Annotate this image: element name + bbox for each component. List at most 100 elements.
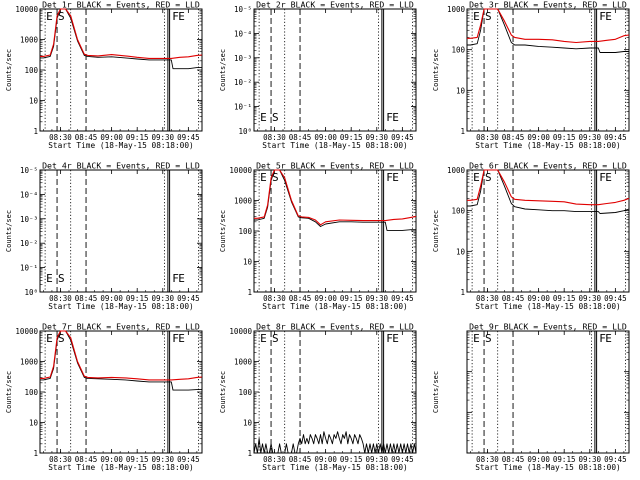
y-tick-label: 10 xyxy=(243,419,253,428)
y-tick-label: 1000 xyxy=(20,358,39,367)
y-tick-label: 1000 xyxy=(20,36,39,45)
chart-panel-6: Det 6r BLACK = Events, RED = LLD 08:30 08:… xyxy=(432,161,630,311)
y-axis-label: Counts/sec xyxy=(5,49,13,91)
x-tick-label: 08:45 xyxy=(75,133,98,142)
x-tick-label: 09:30 xyxy=(151,455,174,464)
y-tick-label: 1000 xyxy=(447,166,466,175)
event-marker-e: E xyxy=(178,272,185,285)
plot-frame xyxy=(39,330,203,454)
y-tick-label: 10⁰ xyxy=(24,288,38,297)
y-tick-label: 10⁻¹ xyxy=(20,264,38,273)
chart-panel-2: Det 2r BLACK = Events, RED = LLD 08:30 08:… xyxy=(219,0,417,150)
y-tick-label: 10⁻⁵ xyxy=(234,5,252,14)
x-axis-label: Start Time (18-May-15 08:18:00) xyxy=(475,141,621,150)
y-tick-label: 10⁻³ xyxy=(20,215,38,224)
plot-frame xyxy=(39,169,203,293)
event-marker-s: S xyxy=(485,332,492,345)
chart-panel-7: Det 7r BLACK = Events, RED = LLD 08:30 08:… xyxy=(5,322,203,472)
x-tick-label: 08:30 xyxy=(476,294,499,303)
y-tick-label: 100 xyxy=(238,388,252,397)
chart-title: Det 4r BLACK = Events, RED = LLD xyxy=(42,161,200,171)
y-axis-label: Counts/sec xyxy=(5,210,13,252)
x-tick-label: 08:45 xyxy=(289,133,312,142)
lld-rate-line xyxy=(40,330,203,381)
event-marker-e: E xyxy=(605,10,612,23)
chart-panel-9: Det 9r BLACK = Events, RED = LLD 08:30 08:… xyxy=(432,322,630,472)
event-marker-e: E xyxy=(178,332,185,345)
event-marker-e: E xyxy=(605,171,612,184)
y-tick-label: 10⁻¹ xyxy=(234,103,252,112)
event-marker-e: E xyxy=(178,10,185,23)
x-tick-label: 08:45 xyxy=(75,455,98,464)
x-tick-label: 08:30 xyxy=(476,455,499,464)
x-axis-label: Start Time (18-May-15 08:18:00) xyxy=(262,463,408,472)
event-marker-e: E xyxy=(392,171,399,184)
chart-panel-8: Det 8r BLACK = Events, RED = LLD 08:30 08:… xyxy=(219,322,417,472)
event-marker-e: E xyxy=(46,10,53,23)
x-tick-label: 08:30 xyxy=(263,294,286,303)
plot-frame xyxy=(39,8,203,132)
event-marker-e: E xyxy=(46,332,53,345)
y-tick-label: 10⁻⁵ xyxy=(20,166,38,175)
y-tick-label: 1 xyxy=(460,127,465,136)
x-tick-label: 09:45 xyxy=(177,133,200,142)
y-tick-label: 10⁻² xyxy=(234,78,252,87)
y-tick-label: 1 xyxy=(247,288,252,297)
y-tick-label: 100 xyxy=(238,227,252,236)
event-marker-f: F xyxy=(599,171,606,184)
plot-frame xyxy=(253,8,417,132)
x-tick-label: 09:30 xyxy=(365,294,388,303)
y-tick-label: 100 xyxy=(451,46,465,55)
lld-rate-line xyxy=(40,8,203,59)
x-tick-label: 08:45 xyxy=(289,455,312,464)
x-tick-label: 09:00 xyxy=(314,294,337,303)
event-marker-e: E xyxy=(260,111,267,124)
event-marker-s: S xyxy=(272,332,279,345)
x-tick-label: 09:00 xyxy=(527,294,550,303)
chart-title: Det 9r BLACK = Events, RED = LLD xyxy=(469,322,627,332)
event-marker-f: F xyxy=(172,10,179,23)
y-axis-label: Counts/sec xyxy=(5,371,13,413)
x-tick-label: 09:15 xyxy=(553,294,576,303)
x-tick-label: 08:30 xyxy=(476,133,499,142)
x-tick-label: 09:30 xyxy=(578,294,601,303)
x-tick-label: 09:15 xyxy=(126,133,149,142)
y-tick-label: 1 xyxy=(247,449,252,458)
x-tick-label: 09:45 xyxy=(604,294,627,303)
event-marker-f: F xyxy=(386,111,393,124)
x-tick-label: 09:30 xyxy=(578,133,601,142)
x-tick-label: 08:30 xyxy=(49,455,72,464)
x-tick-label: 09:30 xyxy=(365,455,388,464)
chart-title: Det 8r BLACK = Events, RED = LLD xyxy=(256,322,414,332)
x-tick-label: 09:15 xyxy=(126,455,149,464)
x-tick-label: 09:45 xyxy=(391,133,414,142)
x-axis-label: Start Time (18-May-15 08:18:00) xyxy=(48,141,194,150)
x-tick-label: 09:45 xyxy=(177,294,200,303)
x-axis-label: Start Time (18-May-15 08:18:00) xyxy=(475,302,621,311)
x-tick-label: 09:00 xyxy=(100,133,123,142)
lld-rate-line xyxy=(467,169,630,206)
event-marker-e: E xyxy=(605,332,612,345)
y-tick-label: 10 xyxy=(29,419,39,428)
lld-rate-line xyxy=(467,8,630,44)
y-tick-label: 1000 xyxy=(447,5,466,14)
x-tick-label: 09:30 xyxy=(365,133,388,142)
x-tick-label: 09:00 xyxy=(314,455,337,464)
x-tick-label: 09:00 xyxy=(100,455,123,464)
y-tick-label: 1 xyxy=(33,449,38,458)
chart-title: Det 2r BLACK = Events, RED = LLD xyxy=(256,0,414,10)
y-tick-label: 10 xyxy=(456,247,466,256)
y-tick-label: 100 xyxy=(24,66,38,75)
x-tick-label: 08:45 xyxy=(75,294,98,303)
x-tick-label: 09:15 xyxy=(340,294,363,303)
x-tick-label: 09:45 xyxy=(391,294,414,303)
chart-title: Det 5r BLACK = Events, RED = LLD xyxy=(256,161,414,171)
y-tick-label: 10⁻⁴ xyxy=(234,29,252,38)
plot-frame xyxy=(466,8,630,132)
plot-frame xyxy=(466,330,630,454)
x-tick-label: 09:15 xyxy=(126,294,149,303)
y-axis-label: Counts/sec xyxy=(432,49,440,91)
y-tick-label: 10⁻² xyxy=(20,239,38,248)
y-tick-label: 1000 xyxy=(234,358,253,367)
y-tick-label: 100 xyxy=(24,388,38,397)
